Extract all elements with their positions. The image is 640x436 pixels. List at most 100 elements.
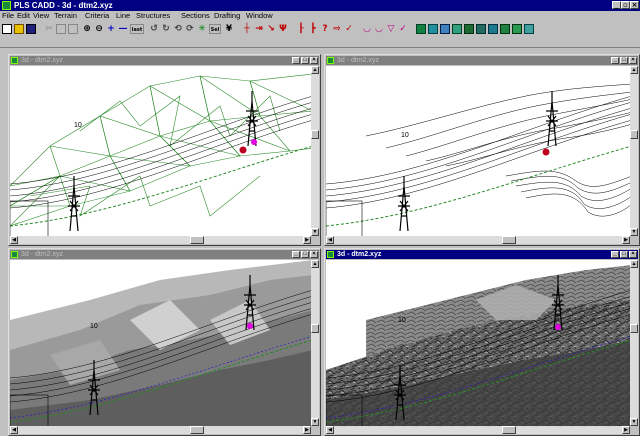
string-wire-icon[interactable]: ↘	[267, 24, 275, 34]
scroll-left-icon[interactable]: ◀	[10, 236, 18, 244]
menu-file[interactable]: File	[2, 11, 15, 20]
clearance-icon[interactable]: ◡	[375, 24, 383, 34]
view-refresh-icon[interactable]	[500, 24, 510, 34]
restore-icon[interactable]: ▫	[621, 1, 630, 9]
vertical-scrollbar[interactable]: ▲ ▼	[311, 260, 319, 426]
scroll-right-icon[interactable]: ▶	[622, 426, 630, 434]
horizontal-scroll-thumb[interactable]	[502, 236, 516, 244]
shaded-3d-view[interactable]: 10	[10, 260, 311, 426]
window-icon[interactable]	[11, 57, 18, 64]
close-icon[interactable]: ×	[630, 1, 639, 9]
scroll-left-icon[interactable]: ◀	[326, 426, 334, 434]
structure-move-icon[interactable]: ⇨	[333, 24, 341, 34]
vertical-scroll-thumb[interactable]	[311, 324, 319, 333]
scroll-up-icon[interactable]: ▲	[311, 66, 319, 74]
window-minimize-icon[interactable]: _	[611, 57, 619, 64]
app-icon[interactable]	[2, 1, 11, 10]
add-structure-icon[interactable]: ┼	[244, 24, 250, 34]
zoom-minus-button[interactable]: —	[118, 24, 128, 34]
menu-terrain[interactable]: Terrain	[54, 11, 77, 20]
view-profile-icon[interactable]	[428, 24, 438, 34]
scroll-right-icon[interactable]: ▶	[303, 236, 311, 244]
window-maximize-icon[interactable]: □	[301, 57, 309, 64]
window-close-icon[interactable]: ×	[310, 57, 318, 64]
cut-icon[interactable]: ✂	[45, 24, 53, 34]
zoom-in-icon[interactable]: ⊕	[83, 24, 91, 34]
vertical-scroll-thumb[interactable]	[630, 324, 638, 333]
delete-structure-icon[interactable]: ┣	[310, 24, 316, 34]
window-close-icon[interactable]: ×	[310, 251, 318, 258]
contour-3d-view[interactable]: 10	[326, 66, 630, 236]
zoom-last-button[interactable]: last	[130, 24, 144, 34]
menu-criteria[interactable]: Criteria	[85, 11, 110, 20]
window-close-icon[interactable]: ×	[629, 57, 637, 64]
rotate-right-icon[interactable]: ↻	[162, 24, 170, 34]
zoom-out-icon[interactable]: ⊖	[95, 24, 103, 34]
window-maximize-icon[interactable]: □	[620, 57, 628, 64]
scroll-up-icon[interactable]: ▲	[630, 66, 638, 74]
view-cascade-icon[interactable]	[476, 24, 486, 34]
view-default-icon[interactable]: ✳	[198, 24, 206, 34]
select-button[interactable]: Sel	[209, 24, 221, 34]
menu-window[interactable]: Window	[246, 11, 273, 20]
scroll-right-icon[interactable]: ▶	[303, 426, 311, 434]
horizontal-scroll-thumb[interactable]	[190, 426, 204, 434]
window-minimize-icon[interactable]: _	[292, 251, 300, 258]
vertical-scroll-thumb[interactable]	[311, 130, 319, 139]
horizontal-scrollbar[interactable]: ◀ ▶	[10, 426, 311, 434]
view-render-icon[interactable]	[512, 24, 522, 34]
check-clearance-icon[interactable]: ✓	[399, 24, 407, 34]
scroll-up-icon[interactable]: ▲	[630, 260, 638, 268]
window-maximize-icon[interactable]: □	[620, 251, 628, 258]
minimize-icon[interactable]: _	[612, 1, 621, 9]
view-texture-icon[interactable]	[524, 24, 534, 34]
view-plan-icon[interactable]	[440, 24, 450, 34]
menu-edit[interactable]: Edit	[17, 11, 30, 20]
scroll-left-icon[interactable]: ◀	[326, 236, 334, 244]
rotate-down-icon[interactable]: ⟳	[186, 24, 194, 34]
scroll-down-icon[interactable]: ▼	[630, 418, 638, 426]
window-icon[interactable]	[327, 57, 334, 64]
menu-view[interactable]: View	[33, 11, 50, 20]
view-window-contour[interactable]: 3d - dtm2.xyz _ □ ×	[324, 54, 640, 246]
window-icon[interactable]	[11, 251, 18, 258]
scroll-right-icon[interactable]: ▶	[622, 236, 630, 244]
sag-tension-icon[interactable]: ◡	[363, 24, 371, 34]
paste-icon[interactable]	[68, 24, 78, 34]
window-icon[interactable]	[327, 251, 334, 258]
scroll-up-icon[interactable]: ▲	[311, 260, 319, 268]
window-minimize-icon[interactable]: _	[611, 251, 619, 258]
vertical-scrollbar[interactable]: ▲ ▼	[630, 260, 638, 426]
pointer-icon[interactable]: ¥	[225, 24, 233, 34]
scroll-left-icon[interactable]: ◀	[10, 426, 18, 434]
scroll-down-icon[interactable]: ▼	[311, 418, 319, 426]
vertical-scroll-thumb[interactable]	[630, 130, 638, 139]
copy-icon[interactable]	[56, 24, 66, 34]
view-window-textured[interactable]: 3d - dtm2.xyz _ □ ×	[324, 248, 640, 436]
window-maximize-icon[interactable]: □	[301, 251, 309, 258]
window-minimize-icon[interactable]: _	[292, 57, 300, 64]
horizontal-scrollbar[interactable]: ◀ ▶	[10, 236, 311, 244]
view-3d-icon[interactable]	[416, 24, 426, 34]
zoom-plus-button[interactable]: +	[107, 24, 115, 34]
horizontal-scrollbar[interactable]: ◀ ▶	[326, 426, 630, 434]
save-icon[interactable]	[26, 24, 36, 34]
insert-structure-icon[interactable]: ┠	[298, 24, 304, 34]
blowout-icon[interactable]: ▽	[387, 24, 395, 34]
vertical-scrollbar[interactable]: ▲ ▼	[630, 66, 638, 236]
scroll-down-icon[interactable]: ▼	[311, 228, 319, 236]
sag-icon[interactable]: Ψ	[279, 24, 287, 34]
view-section-icon[interactable]	[452, 24, 462, 34]
horizontal-scroll-thumb[interactable]	[502, 426, 516, 434]
open-folder-icon[interactable]	[14, 24, 24, 34]
new-file-icon[interactable]	[2, 24, 12, 34]
menu-structures[interactable]: Structures	[136, 11, 171, 20]
menu-drafting[interactable]: Drafting	[214, 11, 241, 20]
rotate-up-icon[interactable]: ⟲	[174, 24, 182, 34]
view-window-shaded[interactable]: 3d - dtm2.xyz _ □ ×	[8, 248, 321, 436]
view-tile-icon[interactable]	[464, 24, 474, 34]
menu-line[interactable]: Line	[116, 11, 131, 20]
view-window-wireframe[interactable]: 3d - dtm2.xyz _ □ ×	[8, 54, 321, 246]
check-icon[interactable]: ✓	[345, 24, 353, 34]
move-structure-icon[interactable]: ⇥	[255, 24, 263, 34]
